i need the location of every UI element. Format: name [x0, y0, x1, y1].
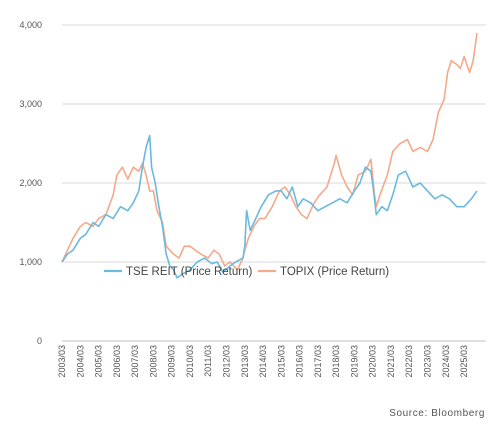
x-axis-ticks: 2003/03 2004/03 2005/03 2006/03 2007/03 2008/…	[57, 345, 469, 378]
x-tick-label: 2010/03	[185, 345, 195, 378]
x-tick-label: 2012/03	[221, 345, 231, 378]
x-tick-label: 2023/03	[423, 345, 433, 378]
legend-label-topix: TOPIX (Price Return)	[280, 266, 389, 278]
x-tick-label: 2016/03	[295, 345, 305, 378]
x-tick-label: 2019/03	[349, 345, 359, 378]
x-tick-label: 2013/03	[240, 345, 250, 378]
x-tick-label: 2025/03	[459, 345, 469, 378]
x-tick-label: 2018/03	[331, 345, 341, 378]
x-tick-label: 2011/03	[203, 345, 213, 377]
x-tick-label: 2017/03	[313, 345, 323, 378]
series-line-topix	[61, 32, 478, 271]
source-note: Source: Bloomberg	[389, 408, 485, 419]
x-tick-label: 2003/03	[57, 345, 67, 378]
x-tick-label: 2024/03	[441, 345, 451, 378]
x-tick-label: 2006/03	[112, 345, 122, 378]
x-tick-label: 2004/03	[75, 345, 85, 378]
x-tick-label: 2008/03	[148, 345, 158, 378]
y-tick-label: 2,000	[19, 178, 42, 188]
x-tick-label: 2015/03	[276, 345, 286, 378]
y-tick-label: 4,000	[19, 20, 42, 30]
x-tick-label: 2014/03	[258, 345, 268, 378]
grid-lines	[62, 24, 486, 342]
y-tick-label: 1,000	[19, 257, 42, 267]
x-tick-label: 2020/03	[368, 345, 378, 378]
x-tick-label: 2021/03	[386, 345, 396, 378]
x-tick-label: 2005/03	[94, 345, 104, 378]
series-lines	[61, 32, 478, 279]
legend: TSE REIT (Price Return) TOPIX (Price Ret…	[104, 266, 389, 278]
series-line-tse-reit	[61, 134, 478, 279]
y-tick-label: 3,000	[19, 99, 42, 109]
x-tick-label: 2007/03	[130, 345, 140, 378]
y-axis-ticks: 0 1,000 2,000 3,000 4,000	[19, 20, 42, 346]
x-tick-label: 2009/03	[167, 345, 177, 378]
x-tick-label: 2022/03	[404, 345, 414, 378]
y-tick-label: 0	[37, 336, 42, 346]
legend-label-tse-reit: TSE REIT (Price Return)	[126, 266, 252, 278]
